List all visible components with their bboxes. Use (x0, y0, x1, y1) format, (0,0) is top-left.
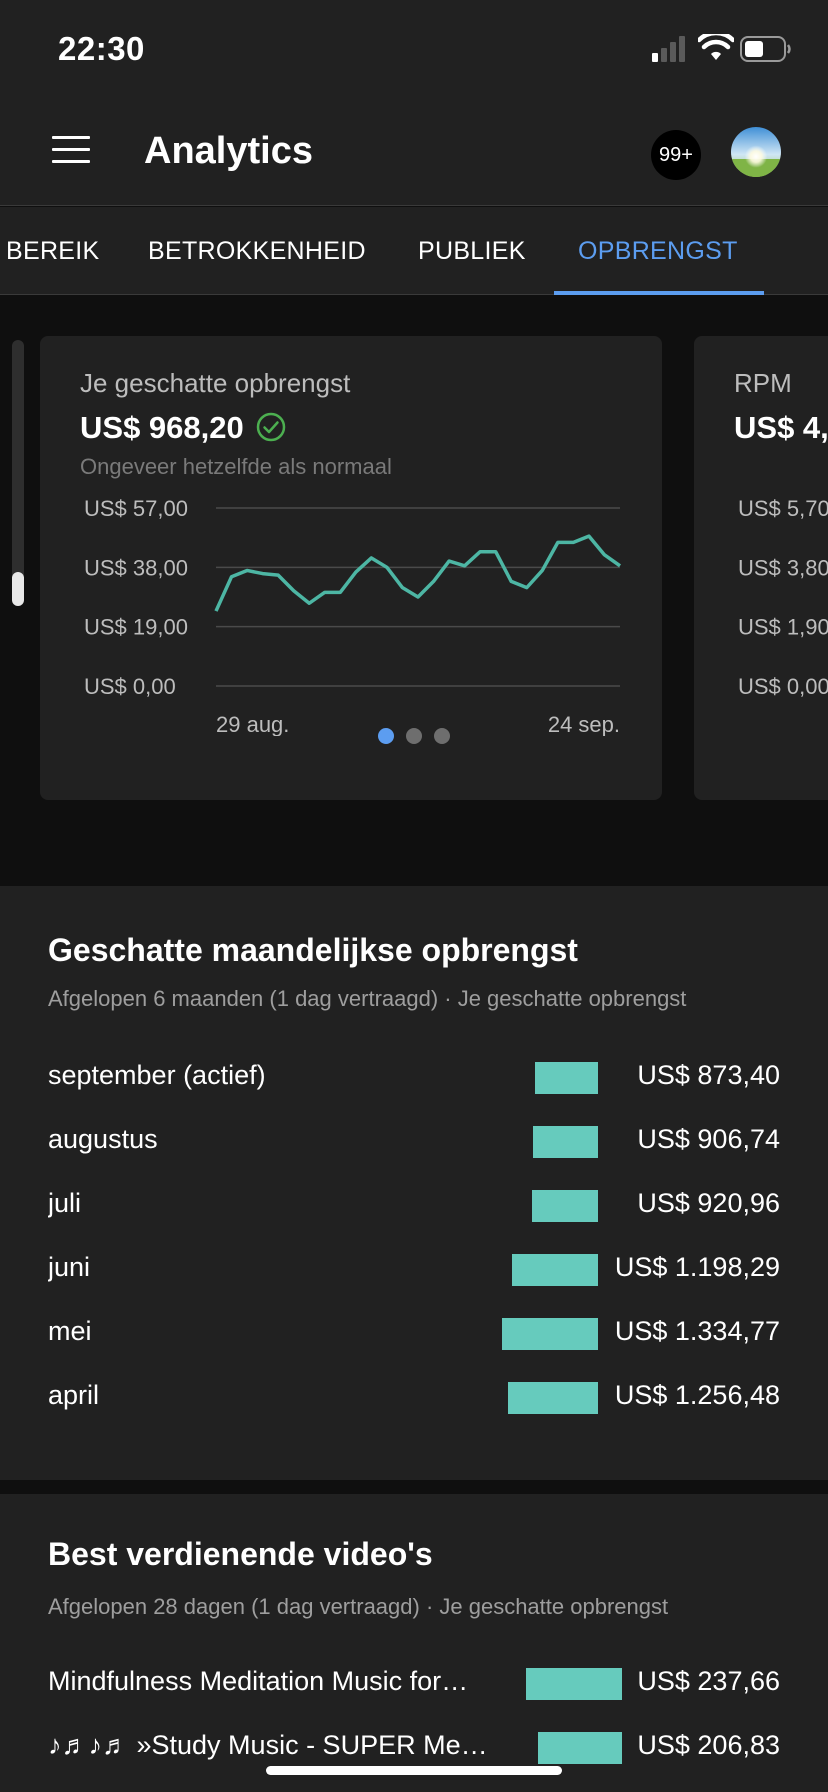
revenue-line-chart: US$ 57,00 US$ 38,00 US$ 19,00 US$ 0,00 29 au… (84, 496, 622, 736)
row-label: april (48, 1380, 100, 1410)
hamburger-menu-icon[interactable] (52, 136, 92, 166)
home-indicator (266, 1766, 562, 1775)
y-tick-label: US$ 19,00 (84, 615, 188, 640)
top-videos-section: Best verdienende video's Afgelopen 28 da… (0, 1494, 828, 1792)
avatar-landscape-icon (731, 127, 781, 177)
y-tick-label: US$ 38,00 (84, 555, 188, 580)
row-label: september (actief) (48, 1060, 266, 1090)
tab-betrokkenheid[interactable]: BETROKKENHEID (148, 237, 366, 265)
row-value: US$ 1.256,48 (614, 1380, 780, 1410)
revenue-bar (531, 1190, 598, 1222)
x-tick-label: 24 sep. (548, 712, 620, 736)
battery-icon (740, 36, 791, 62)
section-title: Best verdienende video's (48, 1536, 433, 1572)
app-bar: Analytics 99+ (0, 100, 828, 206)
scrollbar-thumb[interactable] (12, 572, 24, 606)
row-value: US$ 237,66 (637, 1666, 780, 1696)
y-tick-label: US$ 0,00 (84, 674, 176, 699)
x-tick-label: 29 aug. (216, 712, 289, 736)
check-circle-icon (256, 412, 286, 442)
row-value: US$ 1.334,77 (614, 1316, 780, 1346)
card-label: RPM (734, 368, 792, 398)
revenue-bar (532, 1126, 598, 1158)
analytics-tabs: BEREIK BETROKKENHEID PUBLIEK OPBRENGST (0, 207, 828, 295)
revenue-card[interactable]: Je geschatte opbrengst US$ 968,20 Ongeve… (40, 336, 662, 800)
y-tick-label: US$ 57,00 (84, 496, 188, 521)
section-subtitle: Afgelopen 28 dagen (1 dag vertraagd) · J… (48, 1594, 669, 1619)
revenue-bar (502, 1318, 598, 1350)
revenue-bar (507, 1382, 598, 1414)
list-item[interactable]: juni US$ 1.198,29 (0, 1248, 828, 1288)
rpm-line-chart: US$ 5,70 US$ 3,80 US$ 1,90 US$ 0,00 (738, 496, 828, 699)
revenue-series-line (214, 534, 622, 612)
y-tick-label: US$ 1,90 (738, 615, 828, 640)
y-tick-label: US$ 3,80 (738, 555, 828, 580)
active-tab-indicator (554, 291, 764, 295)
revenue-bar (538, 1732, 622, 1764)
carousel-scrollbar[interactable] (12, 340, 24, 606)
avatar[interactable] (731, 127, 781, 177)
list-item[interactable]: april US$ 1.256,48 (0, 1376, 828, 1416)
list-item[interactable]: juli US$ 920,96 (0, 1184, 828, 1224)
status-bar: 22:30 (0, 0, 828, 100)
y-tick-label: US$ 0,00 (738, 674, 828, 699)
list-item[interactable]: augustus US$ 906,74 (0, 1120, 828, 1160)
list-item[interactable]: Mindfulness Meditation Music for… US$ 237… (0, 1662, 828, 1702)
row-label: juli (48, 1188, 82, 1218)
wifi-icon (698, 34, 734, 60)
revenue-bar (526, 1668, 622, 1700)
pagination-dot[interactable] (406, 728, 422, 744)
row-label: augustus (48, 1124, 158, 1154)
page-title: Analytics (144, 130, 313, 172)
row-value: US$ 1.198,29 (614, 1252, 780, 1282)
row-value: US$ 920,96 (637, 1188, 780, 1218)
row-label: Mindfulness Meditation Music for… (48, 1666, 469, 1696)
row-label: mei (48, 1316, 92, 1346)
tab-publiek[interactable]: PUBLIEK (418, 237, 526, 265)
card-label: Je geschatte opbrengst (80, 368, 351, 398)
pagination-dot[interactable] (378, 728, 394, 744)
cellular-signal-icon (652, 36, 685, 62)
row-value: US$ 206,83 (637, 1730, 780, 1760)
tab-opbrengst[interactable]: OPBRENGST (578, 237, 738, 265)
row-value: US$ 873,40 (637, 1060, 780, 1090)
card-value: US$ 968,20 (80, 410, 244, 445)
list-item[interactable]: ♪♬♪♬ »Study Music - SUPER Me… US$ 206,83 (0, 1726, 828, 1766)
row-label: juni (48, 1252, 91, 1282)
notifications-badge[interactable]: 99+ (651, 130, 701, 180)
tab-bereik[interactable]: BEREIK (6, 237, 100, 265)
carousel-pagination (0, 728, 828, 748)
revenue-bar (535, 1062, 598, 1094)
pagination-dot[interactable] (434, 728, 450, 744)
row-value: US$ 906,74 (637, 1124, 780, 1154)
list-item[interactable]: september (actief) US$ 873,40 (0, 1056, 828, 1096)
section-title: Geschatte maandelijkse opbrengst (48, 932, 578, 968)
monthly-revenue-section: Geschatte maandelijkse opbrengst Afgelop… (0, 886, 828, 1480)
list-item[interactable]: mei US$ 1.334,77 (0, 1312, 828, 1352)
status-time: 22:30 (58, 30, 145, 67)
card-value: US$ 4,2 (734, 410, 828, 445)
card-subtitle: Ongeveer hetzelfde als normaal (80, 454, 392, 479)
section-subtitle: Afgelopen 6 maanden (1 dag vertraagd) · … (48, 986, 687, 1011)
revenue-bar (511, 1254, 598, 1286)
row-label: ♪♬♪♬ »Study Music - SUPER Me… (48, 1730, 488, 1760)
y-tick-label: US$ 5,70 (738, 496, 828, 521)
metric-cards-carousel[interactable]: Je geschatte opbrengst US$ 968,20 Ongeve… (0, 296, 828, 886)
